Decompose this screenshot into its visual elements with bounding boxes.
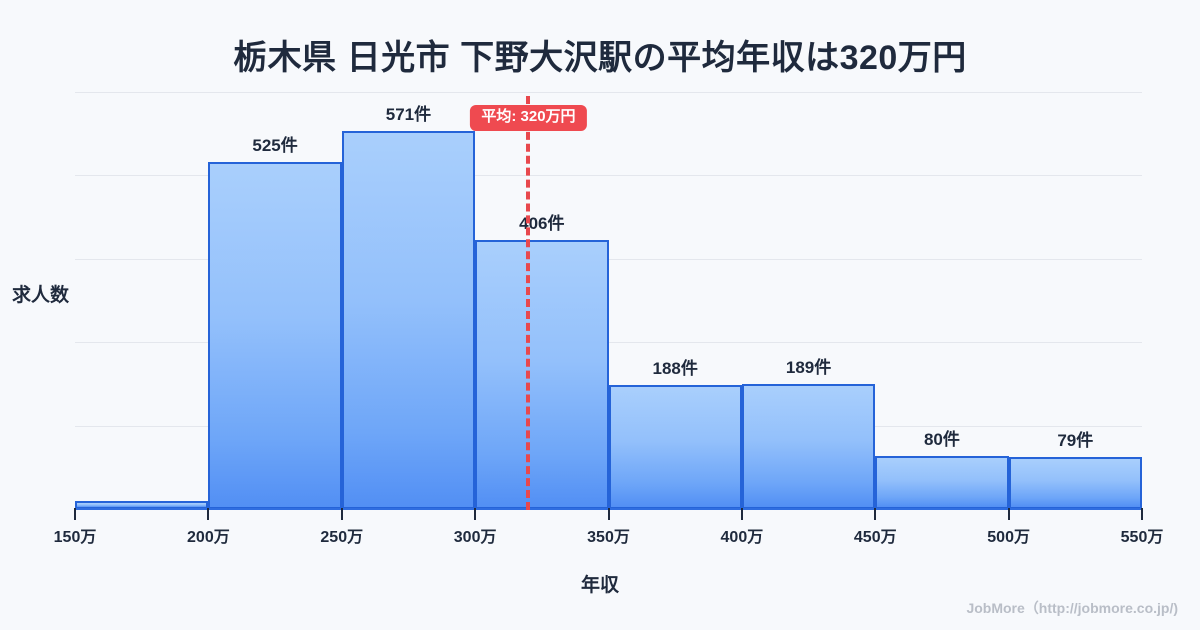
bar[interactable]	[208, 161, 342, 509]
gridline-0	[75, 92, 1142, 93]
average-badge: 平均: 320万円	[470, 105, 587, 131]
bar-value-label: 188件	[652, 358, 698, 378]
bar-value-label: 525件	[252, 135, 298, 155]
x-tick-mark	[474, 508, 477, 520]
bar[interactable]	[608, 384, 742, 509]
x-tick-label: 500万	[987, 529, 1030, 546]
x-tick-label: 300万	[453, 529, 497, 546]
gridline-1	[75, 175, 1142, 177]
gridline-3	[75, 342, 1142, 344]
x-tick-mark	[740, 508, 743, 520]
bar[interactable]	[741, 383, 876, 509]
x-tick-label: 550万	[1120, 529, 1164, 546]
x-tick-mark	[207, 508, 210, 520]
x-tick-mark	[874, 508, 877, 520]
x-tick-label: 350万	[587, 529, 630, 546]
average-line	[526, 96, 531, 510]
bar[interactable]	[475, 240, 609, 509]
bar[interactable]	[875, 456, 1009, 509]
y-axis-title: 求人数	[12, 285, 70, 306]
x-tick-mark	[1141, 508, 1143, 520]
x-tick-label: 400万	[720, 529, 764, 546]
bar[interactable]	[341, 131, 476, 509]
x-tick-label: 450万	[853, 529, 897, 546]
x-tick-mark	[340, 508, 343, 520]
x-tick-label: 250万	[320, 529, 364, 546]
x-tick-label: 200万	[187, 529, 230, 546]
bar-series: 525件 571件 406件 188件 189件 80件 79件	[75, 92, 1142, 509]
x-tick-mark	[74, 508, 76, 520]
x-axis-title: 年収	[580, 575, 619, 596]
x-tick-mark	[607, 508, 610, 520]
gridline-2	[75, 258, 1142, 260]
bar-value-label: 406件	[519, 214, 565, 234]
bar-value-label: 189件	[785, 357, 832, 377]
bar-value-label: 79件	[1057, 430, 1094, 450]
bar-value-label: 80件	[923, 430, 960, 450]
x-tick-label: 150万	[53, 529, 97, 546]
footer-credit: JobMore（http://jobmore.co.jp/)	[966, 600, 1178, 616]
bar[interactable]	[1008, 456, 1142, 509]
x-tick-mark	[1007, 508, 1010, 520]
chart-title: 栃木県 日光市 下野大沢駅の平均年収は320万円	[233, 39, 967, 77]
bar-value-label: 571件	[385, 105, 432, 125]
